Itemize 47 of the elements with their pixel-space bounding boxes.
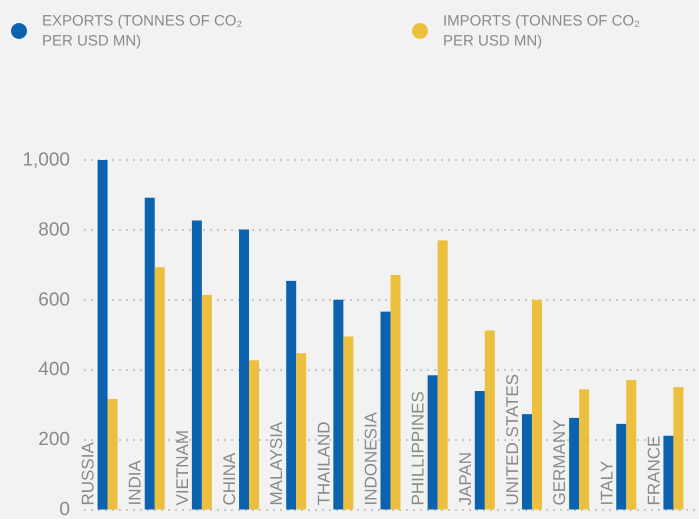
bar xyxy=(474,391,485,510)
y-tick-label: 600 xyxy=(38,289,70,310)
x-tick-label: CHINA xyxy=(220,452,240,506)
bar xyxy=(579,389,590,510)
bar xyxy=(522,414,532,510)
x-tick-label: MALAYSIA xyxy=(267,421,286,506)
bar xyxy=(144,198,155,510)
bar xyxy=(484,330,495,510)
bar xyxy=(296,353,306,510)
bar xyxy=(390,274,400,510)
bar xyxy=(380,312,390,510)
x-tick-label: ITALY xyxy=(597,460,616,506)
x-tick-label: PHILLIPPINES xyxy=(408,391,428,506)
bar xyxy=(249,360,260,510)
x-tick-label: THAILAND xyxy=(314,421,334,506)
bar xyxy=(428,375,438,510)
bar xyxy=(343,336,354,510)
y-tick-label: 0 xyxy=(59,499,70,519)
x-tick-label: UNITED STATES xyxy=(502,374,522,506)
x-tick-label: INDONESIA xyxy=(362,411,380,506)
legend-label: IMPORTS (TONNES OF CO₂ PER USD MN) xyxy=(443,12,644,50)
bar xyxy=(154,267,165,510)
bar xyxy=(286,280,296,510)
bar xyxy=(108,399,118,510)
y-tick-label: 200 xyxy=(38,429,70,450)
bar xyxy=(98,160,108,510)
bar xyxy=(626,380,636,510)
legend-label: EXPORTS (TONNES OF CO₂ PER USD MN) xyxy=(42,12,246,50)
bar xyxy=(192,220,202,510)
x-tick-label: GERMANY xyxy=(550,420,570,506)
bar xyxy=(532,300,542,510)
y-tick-label: 400 xyxy=(38,359,70,380)
bar xyxy=(333,300,344,510)
bar xyxy=(663,436,674,510)
bar xyxy=(569,418,580,510)
bar xyxy=(673,387,684,510)
y-tick-label: 1,000 xyxy=(22,150,70,170)
x-tick-label: JAPAN xyxy=(456,452,475,506)
x-tick-label: FRANCE xyxy=(644,436,664,506)
x-tick-label: RUSSIA xyxy=(78,442,98,506)
bar xyxy=(438,240,448,510)
y-tick-label: 800 xyxy=(38,219,70,240)
x-tick-label: INDIA xyxy=(126,460,145,506)
bar xyxy=(239,230,250,510)
bar xyxy=(616,424,626,510)
x-tick-label: VIETNAM xyxy=(172,430,192,506)
bar xyxy=(202,294,212,510)
